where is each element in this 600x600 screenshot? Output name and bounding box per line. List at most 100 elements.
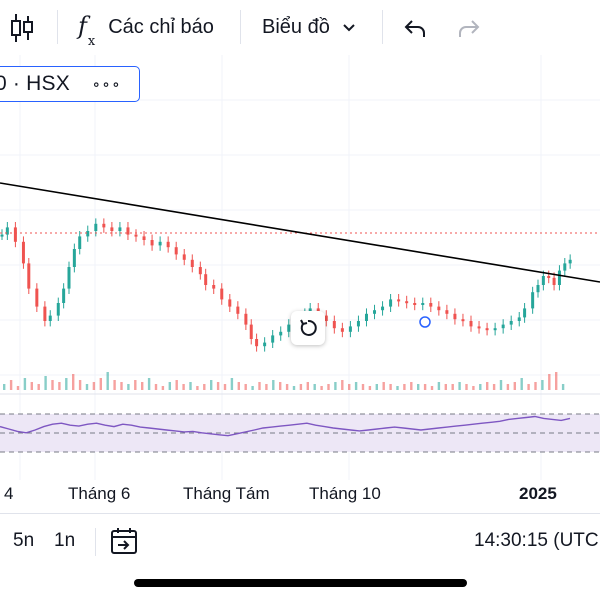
candle bbox=[56, 303, 60, 316]
date-range-button[interactable] bbox=[109, 526, 139, 561]
candle bbox=[547, 276, 551, 278]
top-toolbar: fx Các chỉ báo Biểu đồ bbox=[0, 0, 600, 55]
chart-type-label: Biểu đồ bbox=[262, 16, 330, 38]
candle bbox=[568, 259, 572, 264]
candle bbox=[373, 310, 377, 314]
range-5n-button[interactable]: 5n bbox=[13, 530, 35, 551]
candle bbox=[348, 326, 352, 332]
volume-bar bbox=[348, 384, 351, 390]
candle bbox=[485, 328, 489, 331]
candle bbox=[35, 288, 39, 307]
volume-bar bbox=[561, 384, 565, 390]
candle bbox=[118, 227, 122, 231]
candle bbox=[324, 315, 328, 321]
volume-bar bbox=[216, 382, 220, 390]
candlestick-icon[interactable] bbox=[10, 0, 34, 55]
candle bbox=[263, 342, 267, 347]
candle bbox=[5, 227, 9, 235]
candle bbox=[126, 227, 130, 235]
chart-type-button[interactable]: Biểu đồ bbox=[262, 0, 356, 55]
candle bbox=[523, 308, 527, 318]
candle bbox=[0, 234, 4, 237]
indicators-label: Các chỉ báo bbox=[108, 16, 214, 38]
candle bbox=[493, 328, 497, 331]
symbol-label: 0 · HSX bbox=[0, 72, 70, 95]
fx-icon: fx bbox=[78, 11, 96, 50]
volume-bar bbox=[272, 380, 275, 390]
candle bbox=[453, 313, 457, 320]
volume-bar bbox=[341, 380, 344, 390]
volume-bar bbox=[486, 382, 489, 390]
volume-bar bbox=[437, 382, 441, 390]
volume-bar bbox=[527, 384, 530, 390]
trendline bbox=[0, 182, 600, 283]
price-chart[interactable] bbox=[0, 55, 600, 480]
volume-bar bbox=[78, 380, 82, 390]
redo-button[interactable] bbox=[456, 0, 482, 55]
volume-bar bbox=[58, 382, 61, 390]
candle bbox=[198, 267, 202, 275]
volume-bar bbox=[3, 384, 6, 390]
volume-bar bbox=[141, 382, 144, 390]
volume-bar bbox=[258, 382, 261, 390]
volume-bar bbox=[375, 384, 378, 390]
candle bbox=[190, 259, 194, 267]
candle bbox=[461, 319, 465, 322]
candle bbox=[332, 321, 336, 329]
reset-chart-button[interactable] bbox=[291, 311, 325, 345]
candle bbox=[43, 306, 47, 321]
candle bbox=[552, 277, 556, 285]
volume-bar bbox=[472, 386, 475, 390]
volume-bar bbox=[161, 386, 165, 390]
candle bbox=[477, 326, 481, 329]
range-1n-button[interactable]: 1n bbox=[54, 530, 76, 551]
indicators-button[interactable]: fx Các chỉ báo bbox=[78, 0, 214, 55]
candle bbox=[67, 267, 71, 289]
volume-bar bbox=[451, 384, 454, 390]
volume-bar bbox=[251, 386, 254, 390]
volume-bar bbox=[244, 384, 247, 390]
redo-icon bbox=[459, 19, 480, 37]
candle bbox=[236, 306, 240, 314]
undo-button[interactable] bbox=[402, 0, 428, 55]
volume-bar bbox=[9, 380, 13, 390]
volume-bar bbox=[555, 372, 558, 390]
candle bbox=[445, 310, 449, 314]
reset-icon bbox=[300, 319, 317, 336]
volume-bar bbox=[458, 382, 461, 390]
candle bbox=[437, 306, 441, 311]
volume-bar bbox=[396, 386, 399, 390]
candle bbox=[158, 241, 162, 246]
clock-readout[interactable]: 14:30:15 (UTC bbox=[474, 530, 599, 551]
candle bbox=[182, 254, 186, 260]
volume-bar bbox=[16, 386, 20, 390]
candle bbox=[220, 288, 224, 300]
volume-bar bbox=[210, 380, 213, 390]
candle bbox=[244, 313, 248, 325]
volume-bar bbox=[299, 384, 303, 390]
more-icon[interactable]: ∘∘∘ bbox=[91, 75, 122, 92]
candle bbox=[21, 241, 25, 264]
candle bbox=[94, 223, 98, 231]
volume-bar bbox=[154, 384, 158, 390]
volume-bar bbox=[147, 378, 151, 390]
candle bbox=[142, 236, 146, 240]
candle bbox=[166, 241, 170, 248]
volume-bar bbox=[72, 374, 75, 390]
candle bbox=[429, 303, 433, 307]
symbol-pill[interactable]: 0 · HSX ∘∘∘ bbox=[0, 66, 140, 102]
undo-icon bbox=[404, 19, 425, 37]
candle bbox=[421, 303, 425, 305]
volume-bar bbox=[313, 384, 316, 390]
candle bbox=[501, 324, 505, 329]
volume-bar bbox=[327, 384, 330, 390]
candle bbox=[405, 301, 409, 304]
volume-bar bbox=[23, 378, 27, 390]
candle bbox=[279, 331, 283, 336]
volume-bar bbox=[113, 380, 116, 390]
volume-bar bbox=[189, 382, 192, 390]
candle bbox=[531, 292, 535, 309]
candle bbox=[413, 303, 417, 305]
candle bbox=[62, 288, 66, 303]
volume-bar bbox=[30, 382, 33, 390]
